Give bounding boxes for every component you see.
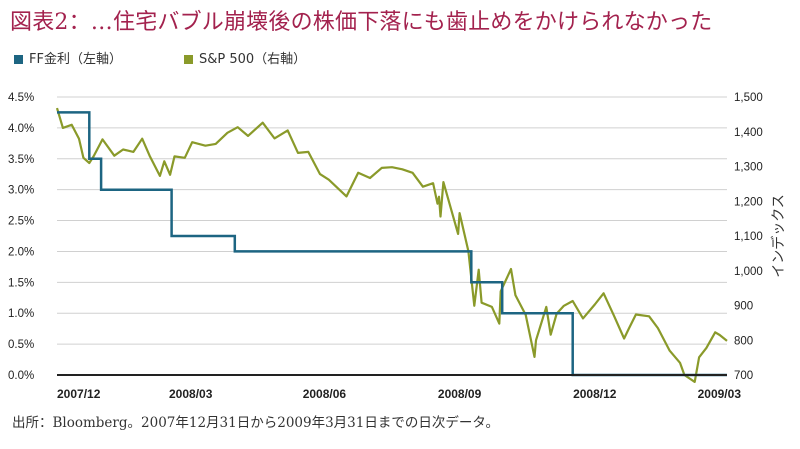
x-tick-label: 2008/09: [438, 387, 482, 401]
legend-swatch-sp500: [184, 55, 193, 64]
left-tick-label: 1.0%: [8, 308, 34, 320]
right-axis-ticks: 700 800 900 1,000 1,100 1,200 1,300 1,400 1,500: [734, 92, 763, 382]
right-tick-label: 1,200: [734, 196, 763, 208]
source-note: 出所：Bloomberg。2007年12月31日から2009年3月31日までの日…: [12, 415, 499, 431]
left-tick-label: 4.0%: [8, 123, 34, 135]
legend-item-ff-rate: FF金利（左軸）: [14, 48, 122, 67]
left-tick-label: 3.0%: [8, 185, 34, 197]
right-tick-label: 900: [734, 301, 753, 313]
legend-item-sp500: S&P 500（右軸）: [184, 48, 306, 67]
x-tick-label: 2008/06: [303, 387, 347, 401]
grid-lines: [57, 96, 727, 345]
left-tick-label: 1.5%: [8, 277, 34, 289]
right-tick-label: 700: [734, 370, 753, 382]
ff-rate-line: [57, 111, 727, 377]
right-tick-label: 1,500: [734, 92, 763, 104]
right-axis-label: インデックス: [770, 194, 787, 278]
right-tick-label: 1,100: [734, 231, 763, 243]
sp500-line: [55, 107, 728, 383]
legend-swatch-ff: [14, 55, 23, 64]
left-tick-label: 4.5%: [8, 92, 34, 104]
right-tick-label: 1,300: [734, 162, 763, 174]
left-tick-label: 3.5%: [8, 154, 34, 166]
left-tick-label: 2.0%: [8, 246, 34, 258]
right-tick-label: 800: [734, 335, 753, 347]
legend-label-sp500: S&P 500（右軸）: [199, 52, 307, 67]
x-tick-label: 2008/03: [169, 387, 213, 401]
x-tick-label: 2007/12: [57, 387, 101, 401]
left-tick-label: 0.5%: [8, 339, 34, 351]
legend-label-ff: FF金利（左軸）: [29, 52, 122, 67]
left-tick-label: 2.5%: [8, 216, 34, 228]
right-tick-label: 1,000: [734, 266, 763, 278]
left-tick-label: 0.0%: [8, 370, 34, 382]
x-tick-label: 2009/03: [698, 387, 742, 401]
chart-title: 図表2：…住宅バブル崩壊後の株価下落にも歯止めをかけられなかった: [10, 10, 713, 35]
series-lines: [55, 107, 728, 383]
x-axis-ticks: 2007/12 2008/03 2008/06 2008/09 2008/12 2009/…: [57, 387, 741, 401]
x-tick-label: 2008/12: [573, 387, 617, 401]
right-tick-label: 1,400: [734, 127, 763, 139]
left-axis-ticks: 0.0% 0.5% 1.0% 1.5% 2.0% 2.5% 3.0% 3.5% 4.0% 4.5%: [8, 92, 34, 382]
